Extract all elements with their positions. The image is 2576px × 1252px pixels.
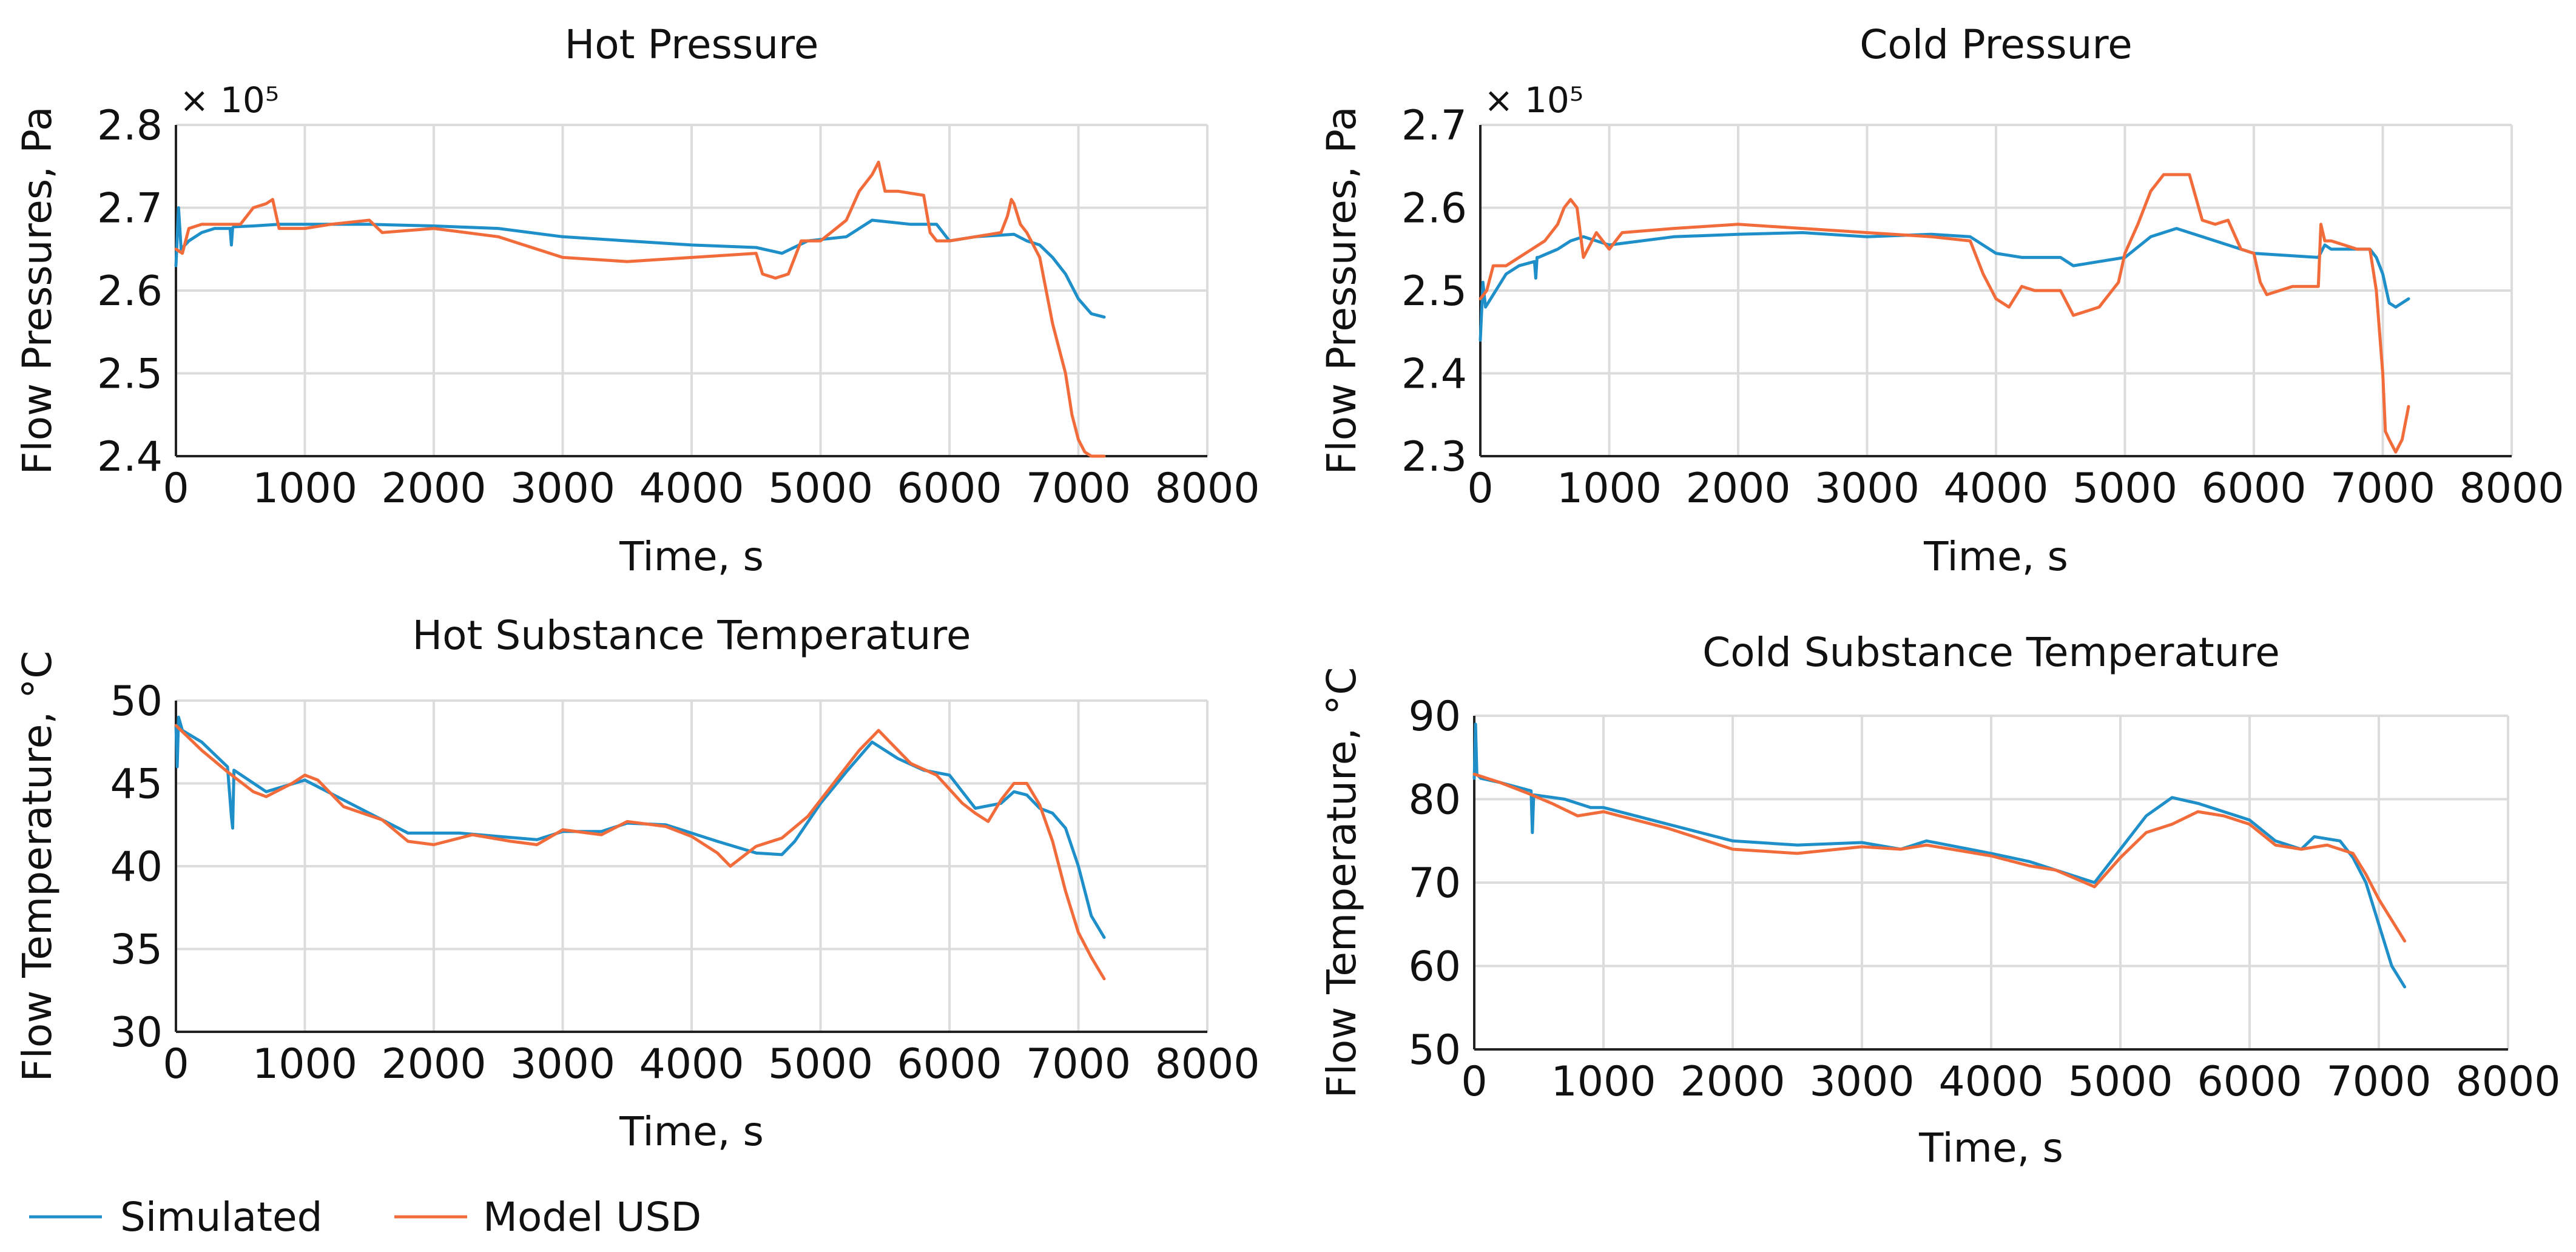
panel-cold-substance-temperature: 0 1000 2000 3000 4000 5000 6000 7000 8000 50 60 70 8… [1318, 629, 2561, 1171]
y-tick-label: 45 [110, 761, 163, 809]
x-tick-label: 8000 [2459, 465, 2564, 513]
y-axis-multiplier: × 10⁵ [180, 79, 279, 121]
x-tick-label: 1000 [1551, 1058, 1656, 1106]
panel-hot-pressure: 0 1000 2000 3000 4000 5000 6000 7000 8000 2.4 2.5 2… [14, 21, 1260, 580]
x-tick-label: 3000 [1809, 1058, 1914, 1106]
y-axis-multiplier: × 10⁵ [1484, 79, 1583, 121]
x-tick-label: 5000 [2068, 1058, 2173, 1106]
x-tick-label: 7000 [1026, 1040, 1131, 1088]
x-tick-label: 4000 [639, 1040, 744, 1088]
x-tick-label: 6000 [897, 465, 1002, 513]
series-line-model-usd [1479, 173, 2410, 454]
x-axis-label: Time, s [619, 1108, 764, 1155]
y-axis-label: Flow Temperature, °C [1318, 667, 1365, 1099]
x-tick-label: 0 [1467, 465, 1493, 513]
chart-title: Cold Substance Temperature [1702, 629, 2280, 676]
y-tick-label: 90 [1408, 693, 1461, 741]
x-tick-label: 5000 [2072, 465, 2177, 513]
series-line-model-usd [174, 160, 1106, 458]
x-tick-label: 0 [163, 465, 189, 513]
x-tick-label: 5000 [768, 465, 873, 513]
x-tick-label: 6000 [897, 1040, 1002, 1088]
x-tick-label: 2000 [381, 465, 486, 513]
series-line-model-usd [1472, 772, 2407, 943]
x-tick-label: 7000 [2330, 465, 2435, 513]
chart-title: Cold Pressure [1860, 21, 2133, 68]
legend: Simulated Model USD [29, 1194, 701, 1240]
x-axis-label: Time, s [1923, 533, 2068, 580]
chart-title: Hot Substance Temperature [413, 612, 971, 659]
y-tick-label: 2.8 [97, 102, 163, 150]
chart-title: Hot Pressure [565, 21, 819, 68]
y-tick-label: 2.5 [97, 351, 163, 399]
x-tick-label: 0 [163, 1040, 189, 1088]
x-tick-label: 3000 [510, 1040, 615, 1088]
y-tick-label: 2.6 [1401, 185, 1467, 233]
y-tick-label: 70 [1408, 860, 1461, 907]
y-tick-label: 2.5 [1401, 268, 1467, 315]
legend-label-model-usd: Model USD [483, 1194, 701, 1240]
x-tick-label: 6000 [2201, 465, 2306, 513]
series-line-simulated [174, 206, 1106, 319]
series-line-simulated [1472, 722, 2407, 989]
panel-cold-pressure: 0 1000 2000 3000 4000 5000 6000 7000 8000 2.3 2.4 2… [1318, 21, 2564, 580]
x-tick-label: 8000 [2455, 1058, 2560, 1106]
x-tick-label: 2000 [1685, 465, 1790, 513]
y-axis-label: Flow Pressures, Pa [1318, 106, 1365, 474]
y-tick-label: 2.3 [1401, 433, 1467, 481]
x-tick-label: 1000 [1557, 465, 1662, 513]
y-tick-label: 2.6 [97, 268, 163, 315]
y-tick-label: 80 [1408, 776, 1461, 824]
y-tick-label: 50 [110, 678, 163, 725]
x-tick-label: 4000 [1943, 465, 2048, 513]
y-axis-label: Flow Pressures, Pa [14, 106, 61, 474]
panel-hot-substance-temperature: 0 1000 2000 3000 4000 5000 6000 7000 8000 30 35 40 4… [14, 612, 1260, 1155]
series-line-simulated [174, 715, 1106, 939]
y-axis-label: Flow Temperature, °C [14, 651, 61, 1082]
y-tick-label: 30 [110, 1009, 163, 1057]
x-tick-label: 3000 [1815, 465, 1920, 513]
x-tick-label: 4000 [1938, 1058, 2043, 1106]
y-tick-label: 2.4 [1401, 351, 1467, 399]
x-tick-label: 8000 [1155, 465, 1259, 513]
y-tick-label: 2.7 [97, 185, 163, 233]
x-tick-label: 2000 [381, 1040, 486, 1088]
y-tick-label: 50 [1408, 1026, 1461, 1074]
y-tick-label: 2.7 [1401, 102, 1467, 150]
y-tick-label: 60 [1408, 943, 1461, 991]
x-tick-label: 7000 [1026, 465, 1131, 513]
x-tick-label: 7000 [2326, 1058, 2431, 1106]
x-tick-label: 3000 [510, 465, 615, 513]
y-tick-label: 40 [110, 843, 163, 891]
series-line-simulated [1479, 227, 2410, 342]
y-tick-label: 35 [110, 926, 163, 974]
legend-label-simulated: Simulated [120, 1194, 323, 1240]
x-axis-label: Time, s [1918, 1125, 2063, 1171]
x-tick-label: 6000 [2197, 1058, 2302, 1106]
x-tick-label: 1000 [252, 1040, 357, 1088]
x-tick-label: 0 [1461, 1058, 1487, 1106]
x-tick-label: 4000 [639, 465, 744, 513]
x-tick-label: 5000 [768, 1040, 873, 1088]
x-axis-label: Time, s [619, 533, 764, 580]
x-tick-label: 2000 [1680, 1058, 1785, 1106]
y-tick-label: 2.4 [97, 433, 163, 481]
series-line-model-usd [174, 724, 1106, 981]
x-tick-label: 8000 [1155, 1040, 1259, 1088]
x-tick-label: 1000 [252, 465, 357, 513]
